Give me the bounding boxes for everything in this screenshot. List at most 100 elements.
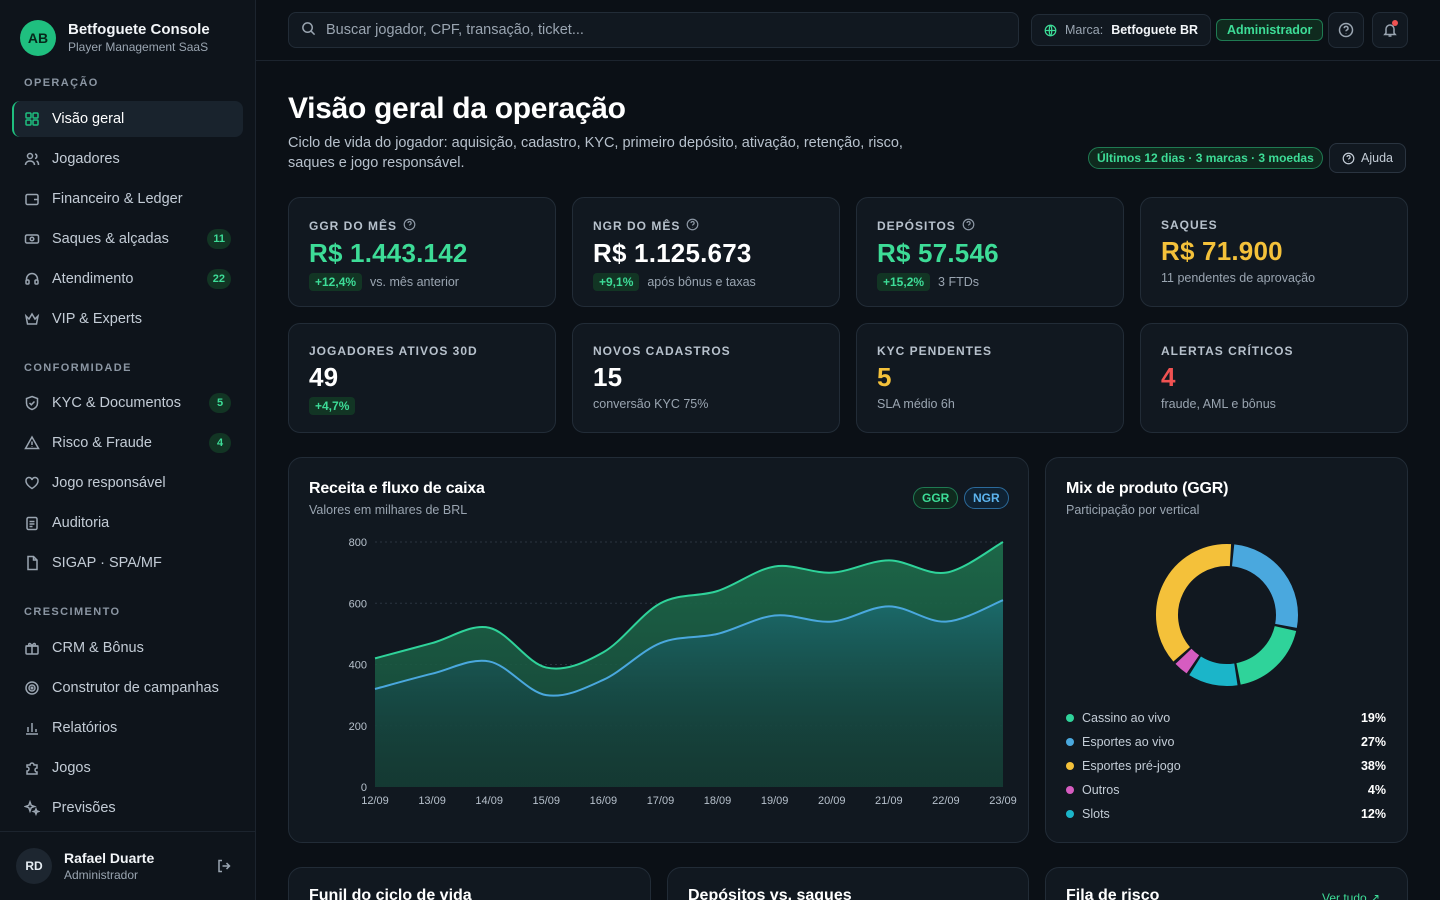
legend-swatch: [1066, 810, 1074, 818]
brand-selector[interactable]: Marca: Betfoguete BR: [1031, 14, 1212, 46]
kpi-value: R$ 1.125.673: [593, 238, 752, 268]
legend-item: Slots 12%: [1066, 805, 1386, 823]
shield-icon: [24, 395, 40, 411]
clipboard-icon: [24, 515, 40, 531]
search-input[interactable]: [326, 22, 976, 38]
revenue-chart: 0 200 400 600 800 12/09 13/09 14/09 15/09 16/09 17…: [349, 537, 1017, 807]
brand[interactable]: AB Betfoguete Console Player Management …: [20, 20, 210, 56]
sidebar-item-risco[interactable]: Risco & Fraude 4: [12, 425, 243, 461]
legend-value: 27%: [1360, 735, 1386, 749]
kpi-card-kyc-pendentes[interactable]: KYC PENDENTES 5 SLA médio 6h: [856, 323, 1124, 433]
sidebar-item-saques[interactable]: Saques & alçadas 11: [12, 221, 243, 257]
kpi-value: 5: [877, 362, 892, 392]
x-tick-label: 16/09: [590, 795, 618, 807]
sidebar-item-label: Saques & alçadas: [52, 231, 169, 247]
panel-title: Mix de produto (GGR): [1066, 480, 1229, 497]
section-label-crescimento: CRESCIMENTO: [24, 606, 121, 618]
gift-icon: [24, 640, 40, 656]
count-badge: 22: [206, 269, 231, 289]
logout-icon[interactable]: [216, 858, 232, 877]
see-all-link[interactable]: Ver tudo ↗: [1322, 891, 1381, 900]
donut-slice[interactable]: [1175, 648, 1200, 674]
sidebar-item-label: Risco & Fraude: [52, 435, 152, 451]
donut-slice[interactable]: [1189, 656, 1238, 686]
crown-icon: [24, 311, 40, 327]
sidebar-item-jogadores[interactable]: Jogadores: [12, 141, 243, 177]
notifications-button[interactable]: [1372, 12, 1408, 48]
sidebar-item-relatorios[interactable]: Relatórios: [12, 710, 243, 746]
help-button[interactable]: Ajuda: [1329, 143, 1406, 173]
kpi-card-novos-cadastros[interactable]: NOVOS CADASTROS 15 conversão KYC 75%: [572, 323, 840, 433]
headset-icon: [24, 271, 40, 287]
sidebar-item-label: Auditoria: [52, 515, 110, 531]
sidebar-item-jogo-responsavel[interactable]: Jogo responsável: [12, 465, 243, 501]
help-circle-icon: [1342, 152, 1355, 165]
kpi-label: JOGADORES ATIVOS 30D: [309, 344, 478, 358]
kpi-delta: +4,7%: [309, 397, 356, 415]
bar-chart-icon: [24, 720, 40, 736]
section-label-conformidade: CONFORMIDADE: [24, 362, 132, 374]
panel-subtitle: Participação por vertical: [1066, 503, 1200, 517]
kpi-card-alertas[interactable]: ALERTAS CRÍTICOS 4 fraude, AML e bônus: [1140, 323, 1408, 433]
product-mix-donut: [1156, 544, 1298, 686]
kpi-delta: +15,2%: [877, 273, 931, 291]
sidebar-item-campanhas[interactable]: Construtor de campanhas: [12, 670, 243, 706]
info-icon[interactable]: [403, 218, 416, 234]
sidebar-item-atendimento[interactable]: Atendimento 22: [12, 261, 243, 297]
legend-ngr[interactable]: NGR: [964, 487, 1009, 509]
sidebar-item-visao-geral[interactable]: Visão geral: [12, 101, 243, 137]
warning-icon: [24, 435, 40, 451]
sidebar-item-crm[interactable]: CRM & Bônus: [12, 630, 243, 666]
kpi-card-ggr[interactable]: GGR DO MÊS R$ 1.443.142 +12,4% vs. mês an…: [288, 197, 556, 307]
sidebar-item-financeiro[interactable]: Financeiro & Ledger: [12, 181, 243, 217]
sidebar-item-auditoria[interactable]: Auditoria: [12, 505, 243, 541]
donut-slice[interactable]: [1235, 625, 1297, 685]
x-tick-label: 15/09: [533, 795, 561, 807]
search-icon: [301, 21, 316, 40]
kpi-card-jogadores-ativos[interactable]: JOGADORES ATIVOS 30D 49 +4,7%: [288, 323, 556, 433]
kpi-sub: vs. mês anterior: [370, 275, 459, 289]
sidebar-item-kyc[interactable]: KYC & Documentos 5: [12, 385, 243, 421]
kpi-label: NOVOS CADASTROS: [593, 344, 731, 358]
sidebar-item-jogos[interactable]: Jogos: [12, 750, 243, 786]
sidebar-item-sigap[interactable]: SIGAP · SPA/MF: [12, 545, 243, 581]
sidebar-item-vip[interactable]: VIP & Experts: [12, 301, 243, 337]
help-label: Ajuda: [1361, 151, 1393, 165]
info-icon[interactable]: [962, 218, 975, 234]
sidebar-item-label: Visão geral: [52, 111, 125, 127]
kpi-delta: +9,1%: [593, 273, 640, 291]
y-tick-label: 400: [349, 660, 367, 672]
legend-label: Esportes pré-jogo: [1082, 759, 1181, 773]
brand-logo: AB: [20, 20, 56, 56]
legend-label: Slots: [1082, 807, 1110, 821]
sidebar-item-label: Atendimento: [52, 271, 134, 287]
avatar: RD: [16, 848, 52, 884]
funnel-panel: [288, 867, 651, 900]
panel-title: Funil do ciclo de vida: [309, 887, 472, 900]
count-badge: 11: [207, 229, 231, 249]
sidebar-item-label: Jogo responsável: [52, 475, 166, 491]
y-tick-label: 200: [349, 721, 367, 733]
donut-slice[interactable]: [1231, 544, 1298, 628]
donut-slice[interactable]: [1156, 544, 1232, 662]
kpi-value: 4: [1161, 362, 1176, 392]
brand-subtitle: Player Management SaaS: [68, 40, 209, 54]
search-box[interactable]: [288, 12, 1019, 48]
info-icon[interactable]: [686, 218, 699, 234]
legend-label: Esportes ao vivo: [1082, 735, 1175, 749]
kpi-card-saques[interactable]: SAQUES R$ 71.900 11 pendentes de aprovaç…: [1140, 197, 1408, 307]
kpi-label: DEPÓSITOS: [877, 219, 956, 233]
kpi-sub: 3 FTDs: [938, 275, 980, 289]
legend-item: Outros 4%: [1066, 781, 1386, 799]
x-tick-label: 14/09: [475, 795, 503, 807]
legend-ggr[interactable]: GGR: [913, 487, 959, 509]
sidebar-item-label: VIP & Experts: [52, 311, 142, 327]
x-tick-label: 18/09: [704, 795, 732, 807]
sidebar-item-label: Relatórios: [52, 720, 118, 736]
kpi-card-depositos[interactable]: DEPÓSITOS R$ 57.546 +15,2% 3 FTDs: [856, 197, 1124, 307]
sidebar-item-previsoes[interactable]: Previsões: [12, 790, 243, 826]
kpi-card-ngr[interactable]: NGR DO MÊS R$ 1.125.673 +9,1% após bônus …: [572, 197, 840, 307]
user-profile[interactable]: RD Rafael Duarte Administrador: [0, 831, 256, 900]
help-icon-button[interactable]: [1328, 12, 1364, 48]
kpi-delta: +12,4%: [309, 273, 363, 291]
